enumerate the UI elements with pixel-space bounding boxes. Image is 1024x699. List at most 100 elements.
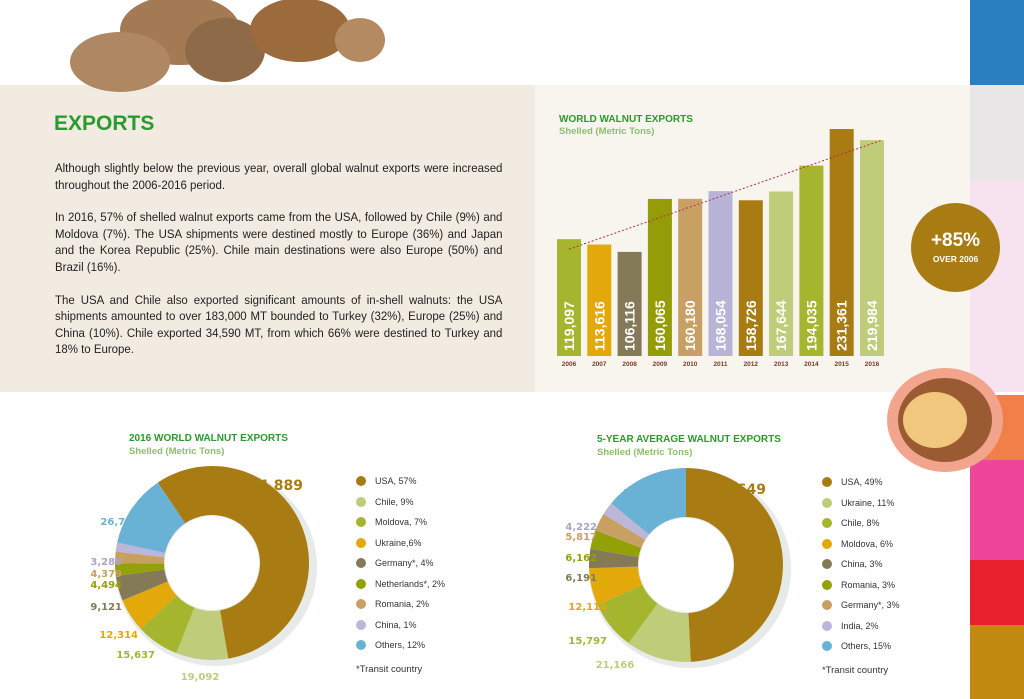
- legend-label: Moldova, 6%: [841, 538, 894, 549]
- legend-item: Chile, 9%: [356, 492, 445, 513]
- slice-value-label: 27,231: [623, 488, 662, 499]
- section-title: EXPORTS: [54, 112, 155, 135]
- legend-item: Ukraine, 11%: [822, 493, 900, 514]
- bar-value-label: 106,116: [622, 301, 638, 351]
- bar-value-label: 219,984: [864, 300, 880, 351]
- legend-swatch: [356, 640, 366, 651]
- legend-swatch: [822, 559, 832, 570]
- legend-item: Moldova, 7%: [356, 512, 445, 533]
- legend-item: Moldova, 6%: [822, 534, 900, 555]
- slice-value-label: 4,222: [565, 522, 597, 533]
- bar-2008: [617, 251, 642, 356]
- slice-ukraine: [628, 603, 691, 662]
- legend-item: Netherlands*, 2%: [356, 574, 445, 595]
- legend-swatch: [356, 476, 366, 487]
- bar-value-label: 168,054: [713, 300, 729, 351]
- legend-label: Romania, 2%: [375, 599, 430, 610]
- color-tab: [970, 460, 1024, 560]
- legend-label: Germany*, 4%: [375, 558, 434, 569]
- bar-value-label: 194,035: [803, 300, 819, 351]
- legend-swatch: [822, 518, 832, 529]
- slice-value-label: 9,121: [90, 602, 122, 613]
- legend-swatch: [822, 538, 832, 549]
- legend-label: Others, 12%: [375, 640, 426, 651]
- transit-note: *Transit country: [356, 663, 423, 675]
- legend-item: Romania, 3%: [822, 575, 900, 596]
- slice-value-label: 4,494: [90, 580, 122, 591]
- legend-label: Romania, 3%: [841, 579, 896, 590]
- slice-romania: [590, 530, 642, 558]
- slice-value-label: 95,649: [712, 482, 766, 498]
- bar-2009: [647, 198, 672, 356]
- year-label: 2014: [804, 361, 819, 368]
- color-tab: [970, 560, 1024, 625]
- legend-label: Ukraine, 11%: [841, 497, 895, 508]
- slice-romania: [115, 551, 165, 564]
- bar-value-label: 167,644: [773, 300, 789, 351]
- bar-2016: [860, 140, 884, 356]
- paragraph: The USA and Chile also exported signific…: [55, 292, 503, 357]
- legend-label: Others, 15%: [841, 641, 892, 652]
- slice-value-label: 19,092: [181, 672, 220, 683]
- year-label: 2011: [713, 361, 727, 368]
- donut-hole: [639, 518, 733, 612]
- legend-label: USA, 57%: [375, 476, 417, 487]
- slice-germany: [115, 569, 168, 601]
- slice-usa: [157, 466, 309, 659]
- donut2-legend: USA, 49% Ukraine, 11% Chile, 8% Moldova, 6%…: [822, 472, 900, 676]
- slice-india: [603, 503, 649, 540]
- legend-swatch: [822, 497, 832, 508]
- bar-2013: [769, 191, 794, 356]
- slice-value-label: 12,114: [568, 602, 607, 613]
- walnut-image: [70, 0, 385, 92]
- bar-2014: [799, 165, 824, 356]
- bar-2012: [738, 200, 763, 356]
- legend-item: China, 3%: [822, 554, 900, 575]
- legend-label: China, 3%: [841, 559, 883, 570]
- paragraph: Although slightly below the previous yea…: [55, 161, 503, 192]
- legend-label: Moldova, 7%: [375, 517, 428, 528]
- bar-2015: [829, 129, 854, 356]
- donut-hole: [165, 516, 259, 610]
- year-label: 2015: [834, 361, 849, 368]
- year-label: 2009: [653, 361, 668, 368]
- slice-value-label: 5,817: [565, 532, 597, 543]
- bar-value-label: 158,726: [743, 300, 759, 351]
- legend-item: Romania, 2%: [356, 594, 445, 615]
- legend-label: China, 1%: [375, 619, 417, 630]
- legend-item: Germany*, 3%: [822, 595, 900, 616]
- slice-usa: [686, 468, 783, 662]
- slice-others: [117, 482, 186, 553]
- slice-germany: [595, 513, 646, 548]
- slice-value-label: 6,191: [565, 573, 597, 584]
- legend-label: India, 2%: [841, 620, 879, 631]
- slice-value-label: 3,288: [90, 557, 122, 568]
- legend-label: Netherlands*, 2%: [375, 578, 446, 589]
- bar-2011: [708, 191, 733, 356]
- legend-label: USA, 49%: [841, 477, 883, 488]
- slice-value-label: 26,770: [100, 517, 139, 528]
- slice-ukraine: [122, 581, 177, 629]
- legend-item: China, 1%: [356, 615, 445, 636]
- legend-item: Others, 15%: [822, 636, 900, 657]
- bar-chart-subtitle: Shelled (Metric Tons): [559, 126, 655, 137]
- bar-2010: [678, 198, 703, 356]
- legend-item: USA, 57%: [356, 471, 445, 492]
- legend-label: Chile, 8%: [841, 518, 880, 529]
- legend-swatch: [822, 620, 832, 631]
- donut1-title: 2016 WORLD WALNUT EXPORTS: [129, 433, 288, 444]
- color-tab: [970, 625, 1024, 699]
- slice-chile: [176, 607, 229, 660]
- bar-value-label: 113,616: [591, 301, 607, 351]
- slice-value-label: 124,889: [239, 478, 303, 494]
- color-tab: [970, 85, 1024, 180]
- year-label: 2012: [744, 361, 759, 368]
- bar-2006: [557, 239, 581, 356]
- legend-swatch: [356, 496, 366, 507]
- slice-moldova: [140, 595, 195, 654]
- legend-item: Chile, 8%: [822, 513, 900, 534]
- donut1-legend: USA, 57% Chile, 9% Moldova, 7% Ukraine,6% Ge…: [356, 471, 445, 675]
- trend-line: [568, 139, 883, 250]
